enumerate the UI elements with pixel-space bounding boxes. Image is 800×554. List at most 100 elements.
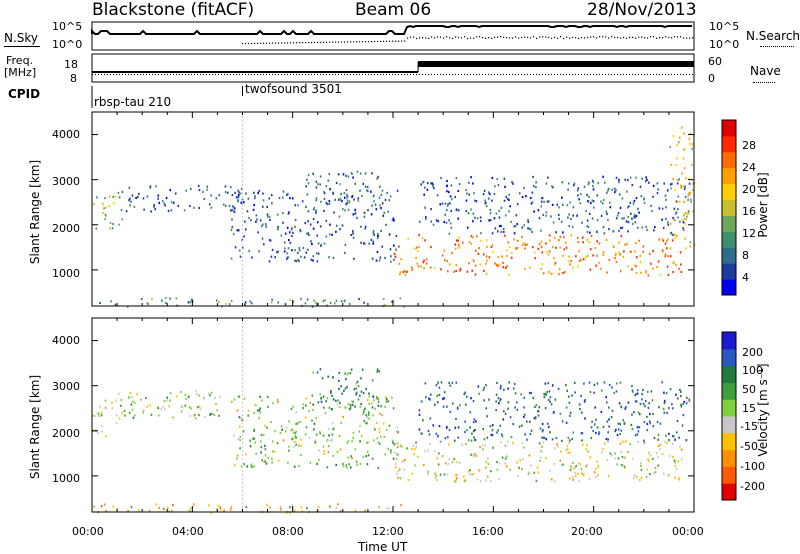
velocity-pixel — [643, 439, 645, 442]
power-pixel — [498, 209, 500, 212]
velocity-pixel — [386, 507, 388, 510]
power-pixel — [604, 181, 606, 184]
power-pixel — [135, 196, 137, 200]
power-pixel — [440, 268, 442, 271]
velocity-pixel — [454, 426, 457, 429]
nsearch-dot — [398, 40, 400, 42]
power-pixel — [300, 297, 302, 300]
velocity-pixel — [585, 465, 587, 468]
power-pixel — [244, 301, 247, 304]
velocity-pixel — [411, 472, 414, 475]
velocity-pixel — [355, 460, 358, 463]
power-pixel — [339, 183, 341, 186]
cpid-segment-2: twofsound 3501 — [245, 82, 342, 96]
power-pixel — [478, 247, 480, 250]
velocity-pixel — [577, 462, 580, 465]
velocity-pixel — [685, 438, 688, 442]
power-pixel — [377, 175, 379, 178]
velocity-pixel — [480, 480, 482, 483]
velocity-pixel — [364, 407, 366, 410]
power-pixel — [255, 214, 258, 217]
nsearch-dot — [425, 37, 427, 39]
beam-title: Beam 06 — [355, 0, 432, 20]
nsearch-dot — [419, 37, 421, 39]
power-pixel — [312, 259, 314, 262]
velocity-pixel — [282, 439, 285, 442]
velocity-pixel — [545, 457, 547, 460]
velocity-pixel — [455, 474, 457, 477]
power-pixel — [689, 132, 691, 135]
velocity-pixel — [436, 457, 438, 460]
power-pixel — [592, 200, 595, 203]
power-pixel — [380, 207, 382, 210]
velocity-pixel — [371, 406, 374, 409]
nave-dot — [125, 74, 126, 75]
velocity-pixel — [365, 422, 367, 425]
nsearch-dot — [365, 41, 367, 43]
velocity-pixel — [598, 433, 600, 436]
nsearch-dot — [377, 40, 379, 43]
power-pixel — [190, 187, 192, 191]
nsearch-dot — [302, 42, 304, 44]
velocity-pixel — [535, 479, 538, 482]
velocity-pixel — [97, 432, 99, 435]
power-pixel — [238, 249, 241, 252]
velocity-pixel — [407, 478, 410, 482]
velocity-pixel — [464, 430, 466, 434]
nave-dot — [383, 74, 384, 75]
velocity-pixel — [189, 510, 191, 513]
velocity-pixel — [463, 392, 466, 396]
velocity-pixel — [523, 406, 525, 409]
power-pixel — [425, 217, 427, 221]
nave-dot — [644, 74, 645, 75]
velocity-pixel — [345, 464, 348, 467]
velocity-pixel — [404, 458, 406, 461]
power-pixel — [666, 240, 668, 243]
nsearch-dot — [521, 36, 523, 39]
velocity-pixel — [537, 471, 540, 474]
power-pixel — [320, 200, 322, 203]
power-pixel — [311, 242, 313, 246]
power-pixel — [523, 186, 525, 190]
velocity-pixel — [526, 438, 528, 441]
velocity-pixel — [470, 453, 472, 456]
power-pixel — [271, 298, 273, 301]
velocity-pixel — [312, 408, 314, 412]
velocity-pixel — [112, 505, 114, 508]
power-pixel — [506, 197, 509, 200]
velocity-pixel — [675, 467, 678, 471]
velocity-pixel — [640, 462, 642, 465]
velocity-pixel — [485, 407, 487, 410]
power-pixel — [291, 235, 293, 238]
power-pixel — [683, 217, 686, 220]
power-pixel — [633, 199, 636, 203]
power-pixel — [475, 249, 477, 252]
velocity-pixel — [492, 446, 494, 449]
nsearch-dot — [647, 37, 649, 39]
nave-dot — [626, 74, 627, 75]
nave-dot — [401, 74, 402, 75]
velocity-pixel — [396, 426, 399, 429]
velocity-pixel — [332, 398, 335, 401]
power-pixel — [500, 206, 503, 209]
velocity-pixel — [583, 382, 585, 385]
velocity-pixel — [607, 440, 609, 443]
velocity-pixel — [649, 454, 652, 457]
velocity-pixel — [678, 436, 680, 439]
velocity-pixel — [533, 471, 536, 474]
velocity-cb-tick-50: 50 — [742, 383, 756, 396]
velocity-pixel — [363, 410, 365, 414]
nave-dot — [602, 74, 603, 75]
velocity-pixel — [523, 413, 526, 416]
power-pixel — [269, 218, 271, 222]
velocity-pixel — [305, 397, 308, 400]
power-pixel — [347, 208, 350, 211]
velocity-pixel — [571, 394, 573, 397]
power-pixel — [468, 193, 470, 196]
nave-dot — [248, 74, 249, 75]
power-pixel — [466, 270, 469, 273]
velocity-pixel — [394, 462, 397, 465]
velocity-pixel — [620, 429, 623, 432]
nave-dot — [200, 74, 201, 75]
velocity-pixel — [617, 457, 620, 460]
